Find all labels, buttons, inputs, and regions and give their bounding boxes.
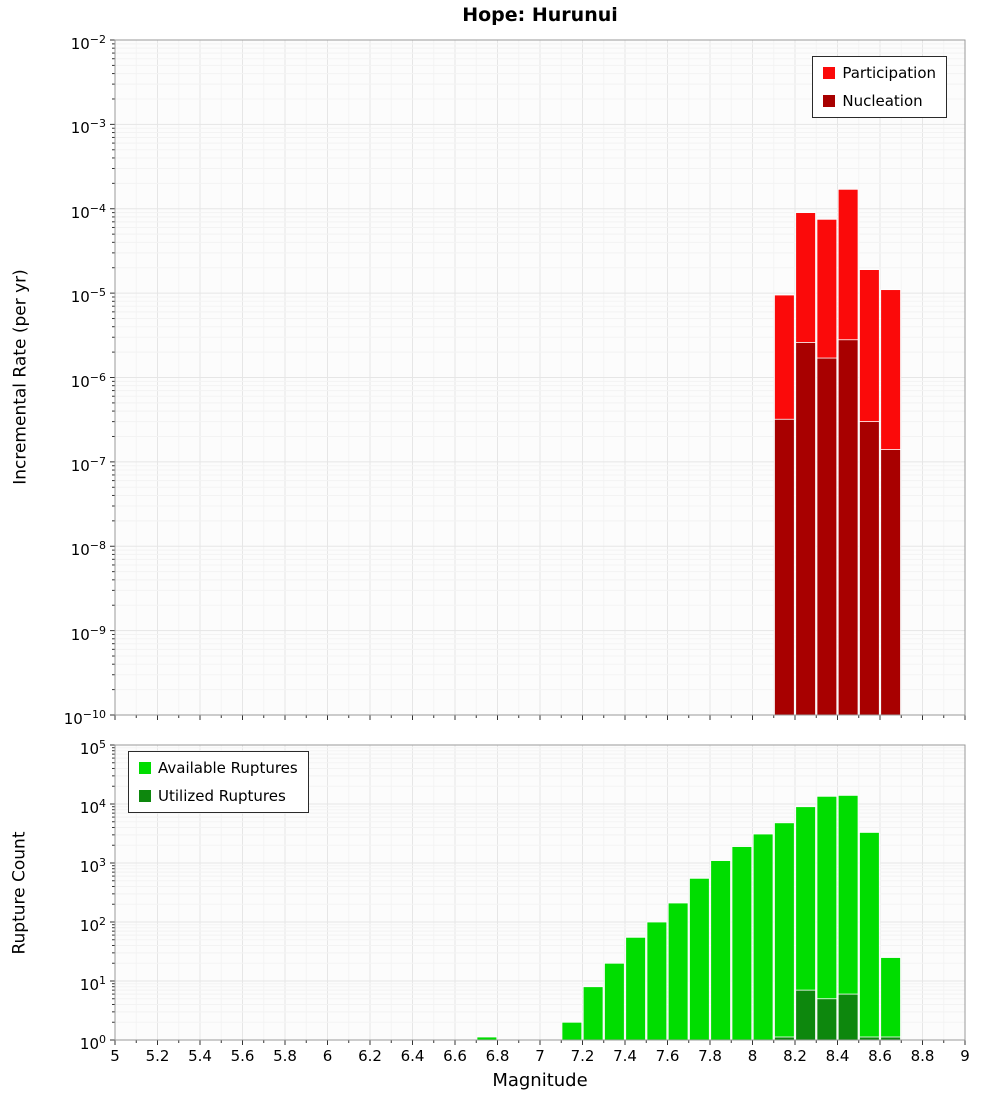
legend-item-utilized-ruptures: Utilized Ruptures <box>139 787 298 805</box>
x-tick-label: 5.2 <box>145 1047 170 1065</box>
bar-nucleation-8.6 <box>880 449 901 716</box>
x-tick-label: 8.8 <box>910 1047 935 1065</box>
bar-available-ruptures-7.6 <box>667 902 689 1041</box>
x-tick-label: 6.4 <box>400 1047 425 1065</box>
x-tick-label: 8.2 <box>783 1047 807 1065</box>
bar-available-ruptures-7.2 <box>582 986 604 1041</box>
bar-available-ruptures-8.5 <box>859 832 880 1041</box>
bar-available-ruptures-7.9 <box>731 846 753 1041</box>
x-tick-label: 5.4 <box>188 1047 212 1065</box>
participation-swatch-icon <box>823 67 836 79</box>
bar-utilized-ruptures-8.4 <box>837 993 859 1041</box>
x-tick-label: 8 <box>747 1047 758 1065</box>
y-tick-label: 101 <box>79 974 106 994</box>
bar-nucleation-8.3 <box>816 357 838 716</box>
x-tick-label: 7 <box>535 1047 545 1065</box>
bar-nucleation-8.5 <box>859 421 880 716</box>
legend-item-available-ruptures: Available Ruptures <box>139 759 298 777</box>
legend-rate: Participation Nucleation <box>812 56 947 118</box>
y-tick-label: 10−5 <box>70 286 106 307</box>
rate-plot <box>110 39 966 720</box>
x-tick-label: 7.8 <box>698 1047 722 1065</box>
y-tick-label: 10−8 <box>70 539 106 560</box>
x-tick-label: 8.4 <box>825 1047 850 1065</box>
bar-available-ruptures-7.7 <box>689 877 710 1041</box>
legend-count: Available Ruptures Utilized Ruptures <box>128 751 309 813</box>
bar-nucleation-8.2 <box>795 342 816 716</box>
y-tick-label: 10−4 <box>70 201 106 222</box>
bar-available-ruptures-8.6 <box>880 957 901 1041</box>
y-tick-label: 100 <box>79 1033 106 1053</box>
bar-available-ruptures-8 <box>752 833 774 1041</box>
bar-utilized-ruptures-8.2 <box>795 989 816 1041</box>
y-axis-label-incremental-rate: Incremental Rate (per yr) <box>10 269 31 485</box>
y-tick-label: 10−2 <box>70 33 106 53</box>
chart-title: Hope: Hurunui <box>462 4 618 26</box>
legend-item-nucleation: Nucleation <box>823 92 936 110</box>
x-tick-label: 8.6 <box>868 1047 892 1065</box>
x-tick-label: 5.8 <box>273 1047 297 1065</box>
legend-label-available-ruptures: Available Ruptures <box>158 759 298 777</box>
y-tick-label: 103 <box>79 856 106 876</box>
utilized-ruptures-swatch-icon <box>139 790 151 802</box>
nucleation-swatch-icon <box>823 95 836 107</box>
plot-border <box>114 744 966 1041</box>
available-ruptures-swatch-icon <box>139 762 151 774</box>
legend-label-participation: Participation <box>842 64 936 82</box>
x-tick-label: 6.2 <box>358 1047 382 1065</box>
x-tick-label: 5.6 <box>230 1047 255 1065</box>
bar-available-ruptures-8.1 <box>774 822 795 1041</box>
bar-nucleation-8.4 <box>837 339 859 716</box>
bar-available-ruptures-7.8 <box>710 860 731 1041</box>
x-tick-label: 6.8 <box>485 1047 510 1065</box>
bar-available-ruptures-7.5 <box>646 921 668 1041</box>
bar-available-ruptures-7.1 <box>561 1021 583 1041</box>
x-tick-label: 7.4 <box>613 1047 637 1065</box>
bar-available-ruptures-7.3 <box>604 962 625 1041</box>
y-tick-label: 10−9 <box>70 623 106 644</box>
plot-border <box>114 39 966 716</box>
x-tick-label: 5 <box>110 1047 120 1065</box>
bar-available-ruptures-7.4 <box>625 936 646 1041</box>
legend-label-nucleation: Nucleation <box>842 92 923 110</box>
x-tick-label: 6 <box>322 1047 333 1065</box>
y-tick-label: 10−7 <box>70 454 106 475</box>
legend-label-utilized-ruptures: Utilized Ruptures <box>158 787 286 805</box>
y-tick-label: 102 <box>79 915 106 935</box>
x-tick-label: 7.6 <box>655 1047 680 1065</box>
legend-item-participation: Participation <box>823 64 936 82</box>
y-axis-label-rupture-count: Rupture Count <box>9 831 30 955</box>
bar-utilized-ruptures-8.3 <box>816 998 838 1041</box>
bar-nucleation-8.1 <box>774 418 795 716</box>
y-tick-label: 10−3 <box>70 117 106 138</box>
x-tick-label: 7.2 <box>570 1047 595 1065</box>
x-axis-label: Magnitude <box>492 1070 588 1091</box>
y-tick-label: 10−6 <box>70 370 106 391</box>
x-tick-label: 9 <box>960 1047 970 1065</box>
y-tick-label: 104 <box>79 797 106 817</box>
y-tick-label: 10−10 <box>63 708 106 728</box>
x-tick-label: 6.6 <box>443 1047 467 1065</box>
y-tick-label: 105 <box>79 738 106 758</box>
